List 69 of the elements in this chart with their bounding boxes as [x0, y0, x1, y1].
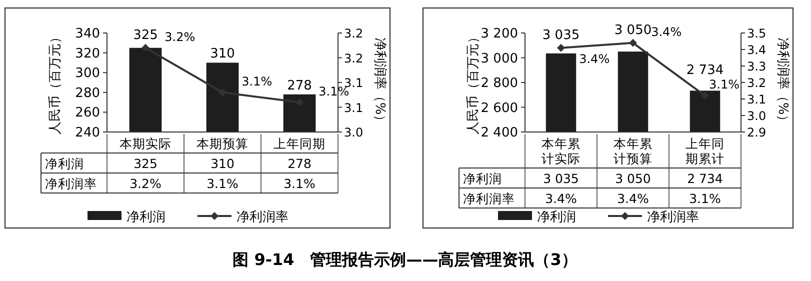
text: 3 035: [542, 28, 580, 43]
y2-tick-label: 3.2: [747, 76, 766, 90]
text: 净利润率: [45, 176, 97, 191]
y-tick-label: 260: [75, 106, 100, 121]
data-label: 2 734: [687, 171, 723, 186]
y2-tick-label: 3.0: [747, 109, 766, 123]
data-label: 3.1%: [689, 191, 721, 206]
y-tick-label: 300: [75, 66, 100, 82]
text: 325: [133, 28, 158, 43]
data-label: 3 035: [543, 171, 579, 186]
data-label: 3.4%: [617, 191, 649, 206]
y2-tick-label: 3.5: [747, 26, 766, 40]
y-tick-label: 240: [75, 126, 100, 140]
data-label: 325: [134, 156, 158, 171]
y2-tick-label: 3.1: [344, 100, 364, 115]
data-label: 3.1%: [284, 176, 316, 191]
y2-tick-label: 3.1: [344, 76, 364, 90]
y2-axis-title: 净利润率（%）: [775, 37, 791, 128]
y-tick-label: 340: [75, 26, 100, 42]
point: [701, 92, 709, 100]
point: [142, 44, 150, 52]
y2-tick-label: 3.1: [747, 92, 766, 106]
x-tick-label: 上年同期累计: [686, 136, 724, 166]
y2-axis-title: 净利润率（%）: [372, 37, 388, 128]
text: 净利润率: [463, 191, 515, 206]
data-label: 310: [210, 156, 234, 171]
x-tick-label: 上年同期: [274, 136, 326, 151]
text: 3.1%: [709, 78, 740, 92]
text: 278: [287, 78, 312, 94]
text: 净利润: [463, 171, 502, 186]
text: 图 9-14 管理报告示例——高层管理资讯（3）: [232, 250, 578, 269]
text: 310: [210, 46, 235, 62]
data-label: 278: [288, 156, 312, 171]
data-label: 3.1%: [206, 176, 238, 191]
y-tick-label: 280: [75, 86, 100, 101]
y-tick-label: 2 400: [480, 126, 518, 140]
y-axis-title: 人民币（百万元）: [466, 30, 481, 134]
text: 3.4%: [579, 52, 610, 66]
y-tick-label: 2 800: [480, 76, 518, 91]
text: 3.0: [344, 126, 364, 140]
point: [557, 44, 565, 52]
x-tick-label: 本期实际: [120, 136, 172, 151]
legend-label: 净利润: [537, 210, 576, 225]
y-axis-title: 人民币（百万元）: [48, 30, 63, 134]
y-tick-label: 3 000: [480, 51, 518, 66]
x-tick-label: 本年累计实际: [542, 136, 580, 166]
x-tick-label: 本年累计预算: [614, 136, 652, 166]
y2-tick-label: 3.2: [344, 26, 364, 40]
y-tick-label: 320: [75, 46, 100, 62]
data-label: 3.4%: [545, 191, 577, 206]
point: [629, 38, 637, 47]
data-label: 3 050: [615, 171, 651, 186]
text: 3.4%: [651, 24, 682, 39]
text: 3 050: [614, 22, 652, 38]
legend-label: 净利润: [126, 210, 166, 225]
y2-tick-label: 3.4: [747, 43, 766, 57]
text: 净利润: [45, 156, 84, 171]
x-tick-label: 本期预算: [196, 136, 248, 151]
y2-tick-label: 3.2: [344, 51, 364, 66]
legend-label: 净利润率: [647, 209, 699, 225]
y-tick-label: 3 200: [480, 26, 518, 42]
text: 2 734: [686, 63, 724, 78]
y2-tick-label: 2.9: [747, 126, 766, 140]
y-tick-label: 2 600: [480, 100, 518, 116]
y2-tick-label: 3.3: [747, 60, 766, 74]
data-label: 3.2%: [130, 176, 162, 191]
text: 3.2%: [164, 30, 196, 44]
text: 3.1%: [242, 74, 272, 88]
legend-label: 净利润率: [236, 209, 288, 225]
